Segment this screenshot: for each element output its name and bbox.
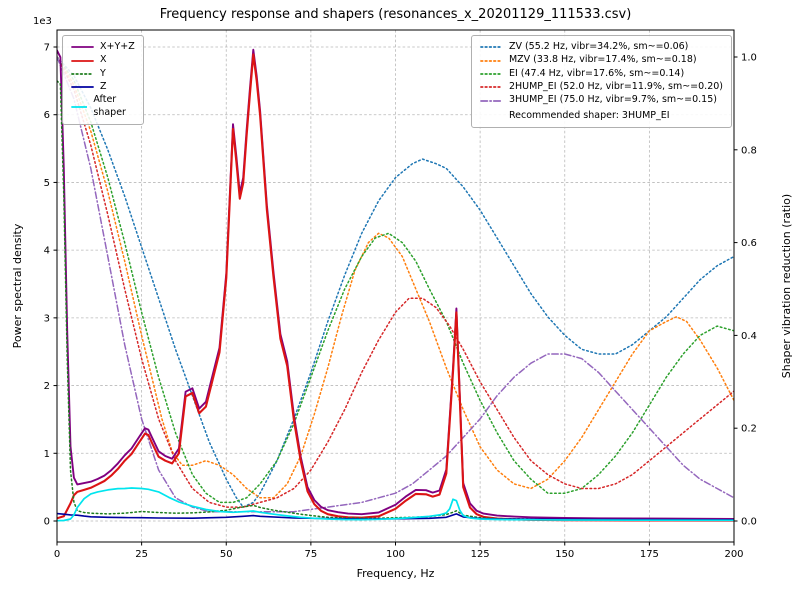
- y-right-tick-label: 1.0: [741, 53, 757, 64]
- y-right-tick-label: 0.8: [741, 145, 757, 156]
- y-axis-right-label: Shaper vibration reduction (ratio): [780, 193, 793, 379]
- legend-item-label: ZV (55.2 Hz, vibr=34.2%, sm~=0.06): [508, 41, 689, 52]
- legend-item-label: EI (47.4 Hz, vibr=17.6%, sm~=0.14): [508, 67, 685, 79]
- legend-item: 3HUMP_EI (75.0 Hz, vibr=9.7%, sm~=0.15): [480, 94, 723, 106]
- legend-item: 2HUMP_EI (52.0 Hz, vibr=11.9%, sm~=0.20): [480, 81, 723, 93]
- y-left-tick-label: 3: [44, 313, 50, 324]
- y-axis-left-label: Power spectral density: [11, 223, 24, 349]
- y-left-tick-label: 5: [44, 178, 50, 189]
- legend-item: ZV (55.2 Hz, vibr=34.2%, sm~=0.06): [480, 41, 723, 53]
- x-tick-label: 75: [305, 549, 318, 560]
- series-ei: [57, 56, 734, 504]
- legend-item: EI (47.4 Hz, vibr=17.6%, sm~=0.14): [480, 68, 723, 80]
- y-left-tick-label: 2: [44, 381, 50, 392]
- series-lines: [57, 48, 734, 522]
- legend-item-label: After shaper: [93, 94, 126, 118]
- y-left-tick-label: 0: [44, 517, 50, 528]
- legend-item: X+Y+Z: [71, 41, 135, 53]
- x-axis-label: Frequency, Hz: [356, 567, 435, 580]
- legend-line-sample: [480, 86, 503, 89]
- series-3hump-ei: [57, 56, 734, 513]
- y-left-tick-label: 4: [44, 246, 50, 257]
- legend-item-label: Y: [100, 67, 106, 79]
- series-x: [57, 53, 734, 522]
- x-tick-label: 125: [471, 549, 490, 560]
- legend-item-label: MZV (33.8 Hz, vibr=17.4%, sm~=0.18): [508, 54, 697, 66]
- legend-line-sample: [480, 72, 503, 75]
- legend-line-sample: [71, 105, 88, 108]
- legend-line-sample: [71, 59, 94, 62]
- legend-item-label: X: [100, 54, 107, 66]
- y-left-tick-label: 6: [44, 110, 50, 121]
- legend-shapers: ZV (55.2 Hz, vibr=34.2%, sm~=0.06) MZV (3…: [470, 35, 732, 129]
- y-right-tick-label: 0.2: [741, 424, 757, 435]
- x-tick-label: 0: [54, 549, 60, 560]
- y-left-tick-label: 1: [44, 449, 50, 460]
- legend-item: X: [71, 54, 135, 66]
- legend-line-sample: [480, 46, 503, 49]
- x-tick-label: 100: [386, 549, 405, 560]
- recommended-shaper-note: Recommended shaper: 3HUMP_EI: [508, 109, 670, 121]
- legend-line-sample: [480, 99, 503, 102]
- legend-line-sample: [71, 72, 94, 75]
- legend-item-label: Z: [100, 81, 107, 93]
- y-right-tick-label: 0.4: [741, 331, 757, 342]
- legend-item-label: 3HUMP_EI (75.0 Hz, vibr=9.7%, sm~=0.15): [508, 94, 717, 106]
- chart-title: Frequency response and shapers (resonanc…: [159, 7, 632, 22]
- x-tick-label: 175: [640, 549, 659, 560]
- legend-item: Z: [71, 81, 135, 93]
- legend-line-sample: [480, 59, 503, 62]
- legend-line-sample: [71, 86, 94, 89]
- legend-line-sample: [71, 46, 94, 49]
- axis-ticks: 0 25 50 75 100 125 150 175 200 0 1 2 3 4 5 6 7 0.0 0.2 0.4 0…: [44, 43, 757, 561]
- y-left-tick-label: 7: [44, 43, 50, 54]
- y-axis-offset-label: 1e3: [33, 16, 52, 27]
- series-2hump-ei: [57, 56, 734, 508]
- x-tick-label: 50: [220, 549, 233, 560]
- series-mzv: [57, 56, 734, 499]
- y-right-tick-label: 0.6: [741, 238, 757, 249]
- legend-item-label: 2HUMP_EI (52.0 Hz, vibr=11.9%, sm~=0.20): [508, 81, 723, 93]
- y-right-tick-label: 0.0: [741, 517, 757, 528]
- x-tick-label: 150: [555, 549, 574, 560]
- legend-psd: X+Y+Z X Y Z After shaper: [62, 35, 144, 126]
- legend-item: After shaper: [71, 94, 135, 119]
- x-tick-label: 200: [724, 549, 743, 560]
- legend-item: MZV (33.8 Hz, vibr=17.4%, sm~=0.18): [480, 54, 723, 66]
- series-after-shaper: [57, 487, 734, 522]
- legend-item-label: X+Y+Z: [100, 41, 135, 52]
- series-zv: [57, 56, 734, 508]
- x-tick-label: 25: [135, 549, 148, 560]
- legend-item: Y: [71, 68, 135, 80]
